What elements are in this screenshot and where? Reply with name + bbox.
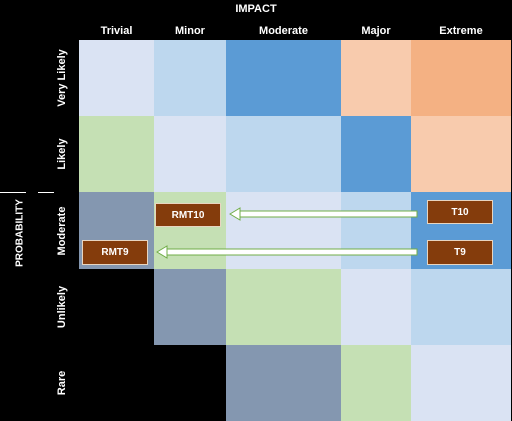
- cell-unlikely-moderate: [226, 269, 341, 345]
- tag-t10[interactable]: T10: [427, 200, 493, 224]
- impact-axis-title: IMPACT: [235, 3, 277, 15]
- cell-rare-trivial: [79, 345, 154, 421]
- cell-rare-minor: [154, 345, 226, 421]
- column-header-extreme: Extreme: [439, 25, 483, 37]
- tag-rmt10[interactable]: RMT10: [155, 203, 221, 227]
- cell-unlikely-extreme: [411, 269, 511, 345]
- column-header-trivial: Trivial: [100, 25, 133, 37]
- column-header-moderate: Moderate: [259, 25, 308, 37]
- probability-rule-left: [0, 192, 26, 193]
- cell-likely-trivial: [79, 116, 154, 192]
- cell-likely-minor: [154, 116, 226, 192]
- cell-likely-moderate: [226, 116, 341, 192]
- cell-very-likely-trivial: [79, 40, 154, 116]
- cell-rare-moderate: [226, 345, 341, 421]
- cell-unlikely-major: [341, 269, 411, 345]
- column-header-minor: Minor: [175, 25, 205, 37]
- cell-likely-major: [341, 116, 411, 192]
- cell-very-likely-major: [341, 40, 411, 116]
- cell-very-likely-minor: [154, 40, 226, 116]
- cell-rare-major: [341, 345, 411, 421]
- tag-rmt9[interactable]: RMT9: [82, 240, 148, 265]
- cell-moderate-moderate: [226, 192, 341, 269]
- cell-likely-extreme: [411, 116, 511, 192]
- cell-unlikely-trivial: [79, 269, 154, 345]
- cell-moderate-major: [341, 192, 411, 269]
- arrow-t10-to-rmt10: [229, 207, 418, 221]
- column-header-major: Major: [361, 25, 391, 37]
- arrow-t9-to-rmt9: [156, 245, 418, 259]
- cell-very-likely-extreme: [411, 40, 511, 116]
- probability-rule-right: [38, 192, 54, 193]
- cell-rare-extreme: [411, 345, 511, 421]
- cell-unlikely-minor: [154, 269, 226, 345]
- cell-very-likely-moderate: [226, 40, 341, 116]
- tag-t9[interactable]: T9: [427, 240, 493, 265]
